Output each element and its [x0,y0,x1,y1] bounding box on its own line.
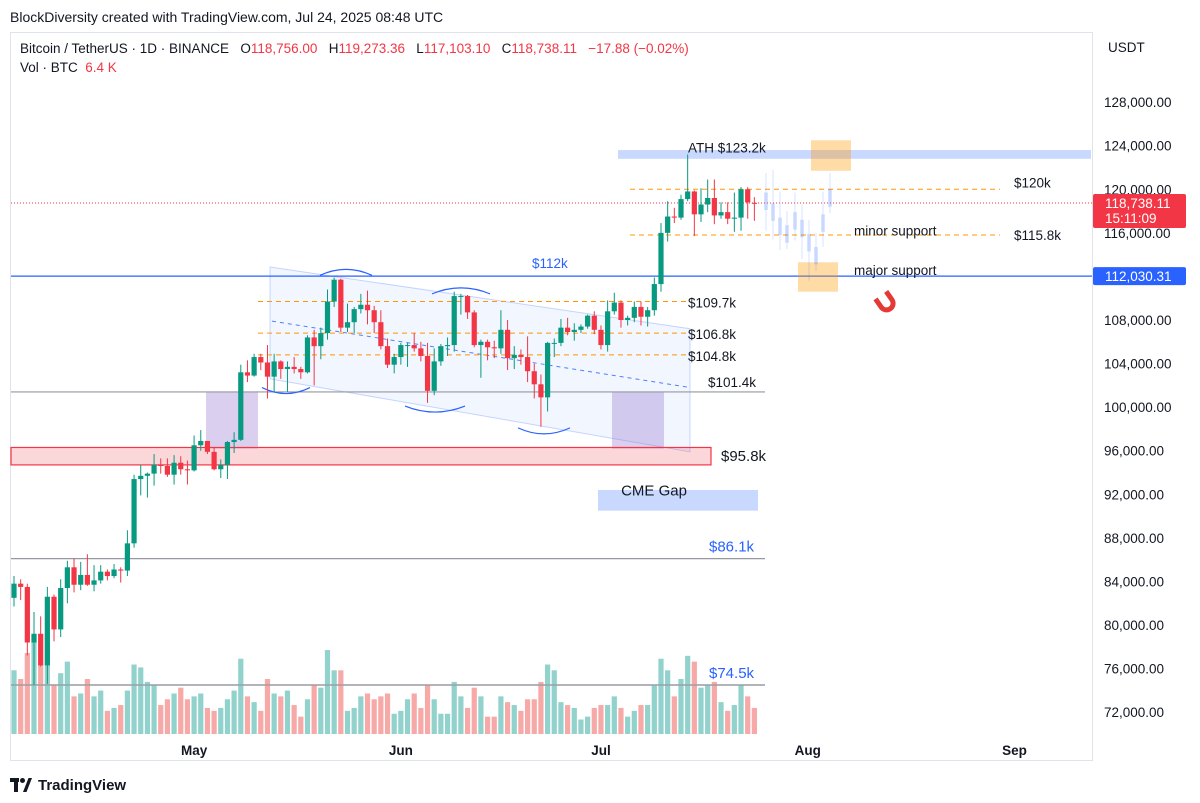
tradingview-logo-icon [10,778,32,792]
legend-volume-value: 6.4 K [85,60,117,75]
legend-ohlc-row: Bitcoin / TetherUS · 1D · BINANCE O118,7… [20,39,689,58]
legend-volume-label[interactable]: Vol · BTC [20,60,78,75]
legend-symbol[interactable]: Bitcoin / TetherUS · 1D · BINANCE [20,41,230,56]
legend-close-label: C [501,41,512,56]
legend-high-label: H [328,41,339,56]
legend-low-value: 117,103.10 [423,41,491,56]
legend-close-value: 118,738.11 [511,41,577,56]
chart-credit: BlockDiversity created with TradingView.… [10,9,444,25]
legend-change: −17.88 (−0.02%) [588,41,689,56]
footer-branding: TradingView [10,774,126,796]
legend-high-value: 119,273.36 [338,41,406,56]
legend-open-value: 118,756.00 [250,41,318,56]
legend-open-label: O [240,41,251,56]
price-scale[interactable] [1092,32,1200,761]
chart-pane[interactable] [10,32,1092,761]
legend: Bitcoin / TetherUS · 1D · BINANCE O118,7… [20,39,689,77]
currency-button[interactable]: USDT [1108,40,1145,55]
legend-low-label: L [416,41,424,56]
footer-text: TradingView [38,776,127,794]
legend-volume-row: Vol · BTC 6.4 K [20,58,689,77]
